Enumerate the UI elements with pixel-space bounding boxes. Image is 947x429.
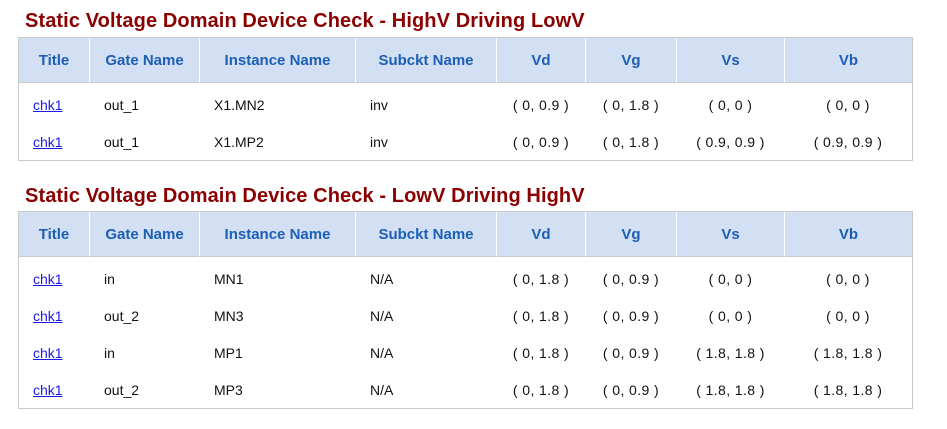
column-header-subckt-name: Subckt Name: [356, 212, 497, 257]
column-header-vd: Vd: [497, 212, 586, 257]
vd-cell: ( 0, 1.8 ): [497, 257, 586, 297]
column-header-vg: Vg: [586, 212, 677, 257]
table-row: chk1 in MP1 N/A ( 0, 1.8 ) ( 0, 0.9 ) ( …: [19, 334, 912, 371]
subckt-name-cell: N/A: [356, 371, 497, 408]
check-title-link[interactable]: chk1: [33, 307, 63, 324]
column-header-gate-name: Gate Name: [90, 38, 200, 83]
vs-cell: ( 0, 0 ): [677, 83, 785, 123]
vb-cell: ( 1.8, 1.8 ): [785, 334, 912, 371]
vs-cell: ( 0, 0 ): [677, 257, 785, 297]
vg-cell: ( 0, 0.9 ): [586, 297, 677, 334]
check-title-link[interactable]: chk1: [33, 344, 63, 361]
column-header-vg: Vg: [586, 38, 677, 83]
gate-name-cell: out_2: [90, 297, 200, 334]
vg-cell: ( 0, 0.9 ): [586, 334, 677, 371]
column-header-gate-name: Gate Name: [90, 212, 200, 257]
vd-cell: ( 0, 1.8 ): [497, 371, 586, 408]
instance-name-cell: MN3: [200, 297, 356, 334]
gate-name-cell: in: [90, 257, 200, 297]
column-header-vs: Vs: [677, 212, 785, 257]
check-title-link[interactable]: chk1: [33, 133, 63, 150]
vs-cell: ( 1.8, 1.8 ): [677, 334, 785, 371]
vg-cell: ( 0, 0.9 ): [586, 371, 677, 408]
title-cell: chk1: [19, 334, 90, 371]
table-header-row: Title Gate Name Instance Name Subckt Nam…: [19, 212, 912, 257]
title-cell: chk1: [19, 83, 90, 123]
table-row: chk1 out_2 MN3 N/A ( 0, 1.8 ) ( 0, 0.9 )…: [19, 297, 912, 334]
gate-name-cell: out_1: [90, 123, 200, 160]
vd-cell: ( 0, 0.9 ): [497, 123, 586, 160]
subckt-name-cell: inv: [356, 83, 497, 123]
vs-cell: ( 0.9, 0.9 ): [677, 123, 785, 160]
section-title-lowv-driving-highv: Static Voltage Domain Device Check - Low…: [25, 185, 585, 207]
table-row: chk1 in MN1 N/A ( 0, 1.8 ) ( 0, 0.9 ) ( …: [19, 257, 912, 297]
instance-name-cell: X1.MN2: [200, 83, 356, 123]
column-header-vd: Vd: [497, 38, 586, 83]
title-cell: chk1: [19, 297, 90, 334]
device-check-table-lowv-driving-highv: Title Gate Name Instance Name Subckt Nam…: [18, 211, 913, 409]
title-cell: chk1: [19, 371, 90, 408]
instance-name-cell: MP1: [200, 334, 356, 371]
instance-name-cell: X1.MP2: [200, 123, 356, 160]
instance-name-cell: MP3: [200, 371, 356, 408]
vb-cell: ( 0, 0 ): [785, 83, 912, 123]
section-title-highv-driving-lowv: Static Voltage Domain Device Check - Hig…: [25, 10, 585, 32]
subckt-name-cell: N/A: [356, 257, 497, 297]
vb-cell: ( 1.8, 1.8 ): [785, 371, 912, 408]
subckt-name-cell: inv: [356, 123, 497, 160]
subckt-name-cell: N/A: [356, 334, 497, 371]
vg-cell: ( 0, 1.8 ): [586, 83, 677, 123]
check-title-link[interactable]: chk1: [33, 270, 63, 287]
table-row: chk1 out_1 X1.MP2 inv ( 0, 0.9 ) ( 0, 1.…: [19, 123, 912, 160]
device-check-table-highv-driving-lowv: Title Gate Name Instance Name Subckt Nam…: [18, 37, 913, 161]
vd-cell: ( 0, 1.8 ): [497, 297, 586, 334]
vs-cell: ( 0, 0 ): [677, 297, 785, 334]
vb-cell: ( 0, 0 ): [785, 297, 912, 334]
table-row: chk1 out_1 X1.MN2 inv ( 0, 0.9 ) ( 0, 1.…: [19, 83, 912, 123]
column-header-instance-name: Instance Name: [200, 38, 356, 83]
gate-name-cell: out_1: [90, 83, 200, 123]
gate-name-cell: out_2: [90, 371, 200, 408]
vg-cell: ( 0, 1.8 ): [586, 123, 677, 160]
vs-cell: ( 1.8, 1.8 ): [677, 371, 785, 408]
vd-cell: ( 0, 0.9 ): [497, 83, 586, 123]
vd-cell: ( 0, 1.8 ): [497, 334, 586, 371]
column-header-vb: Vb: [785, 212, 912, 257]
table-row: chk1 out_2 MP3 N/A ( 0, 1.8 ) ( 0, 0.9 )…: [19, 371, 912, 408]
table-header-row: Title Gate Name Instance Name Subckt Nam…: [19, 38, 912, 83]
check-title-link[interactable]: chk1: [33, 381, 63, 398]
gate-name-cell: in: [90, 334, 200, 371]
column-header-title: Title: [19, 38, 90, 83]
vb-cell: ( 0.9, 0.9 ): [785, 123, 912, 160]
title-cell: chk1: [19, 123, 90, 160]
column-header-title: Title: [19, 212, 90, 257]
column-header-vb: Vb: [785, 38, 912, 83]
title-cell: chk1: [19, 257, 90, 297]
subckt-name-cell: N/A: [356, 297, 497, 334]
check-title-link[interactable]: chk1: [33, 96, 63, 113]
instance-name-cell: MN1: [200, 257, 356, 297]
vg-cell: ( 0, 0.9 ): [586, 257, 677, 297]
vb-cell: ( 0, 0 ): [785, 257, 912, 297]
column-header-subckt-name: Subckt Name: [356, 38, 497, 83]
column-header-instance-name: Instance Name: [200, 212, 356, 257]
column-header-vs: Vs: [677, 38, 785, 83]
